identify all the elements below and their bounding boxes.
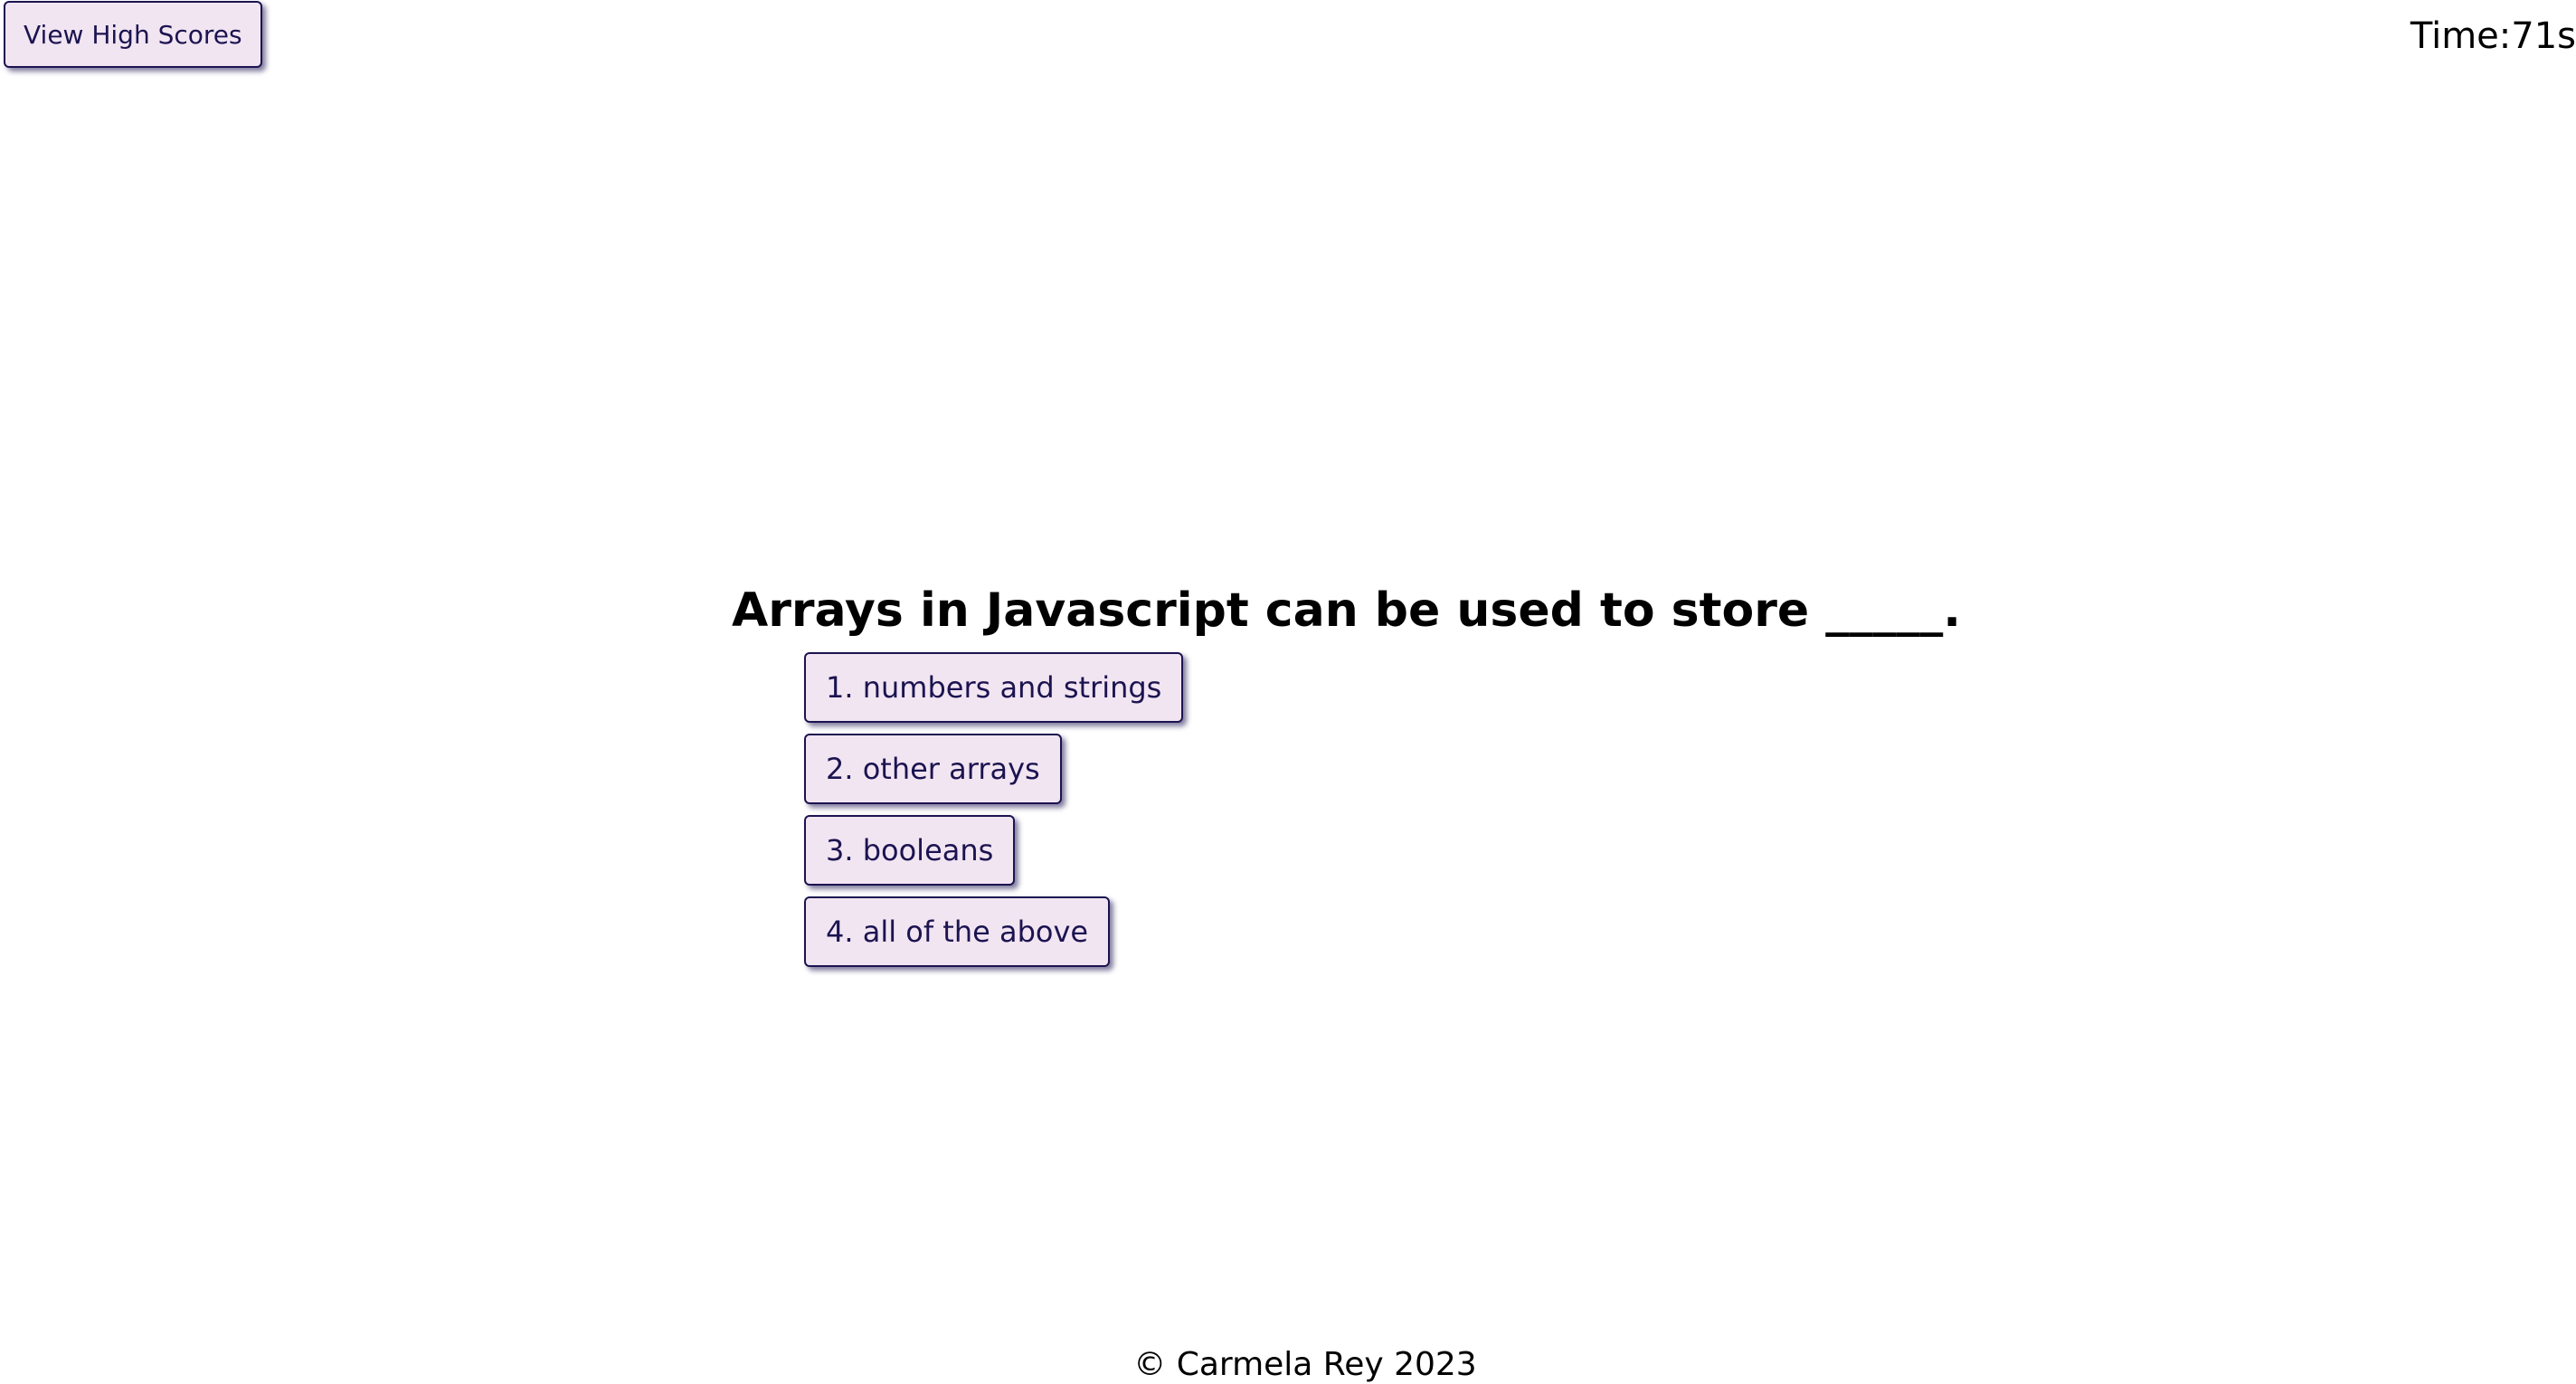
timer: Time:71s [2410,14,2576,58]
answer-button-2[interactable]: 2. other arrays [804,734,1062,804]
question-text: Arrays in Javascript can be used to stor… [732,583,1961,638]
answer-button-3[interactable]: 3. booleans [804,815,1016,886]
answer-button-1[interactable]: 1. numbers and strings [804,652,1184,723]
footer-copyright: © Carmela Rey 2023 [1133,1346,1477,1383]
timer-label: Time: [2410,15,2512,57]
view-high-scores-button[interactable]: View High Scores [4,1,262,68]
quiz-container: Arrays in Javascript can be used to stor… [732,576,1961,967]
answer-button-4[interactable]: 4. all of the above [804,896,1111,967]
timer-value: 71s [2511,15,2576,57]
answer-list: 1. numbers and strings 2. other arrays 3… [804,652,1961,967]
